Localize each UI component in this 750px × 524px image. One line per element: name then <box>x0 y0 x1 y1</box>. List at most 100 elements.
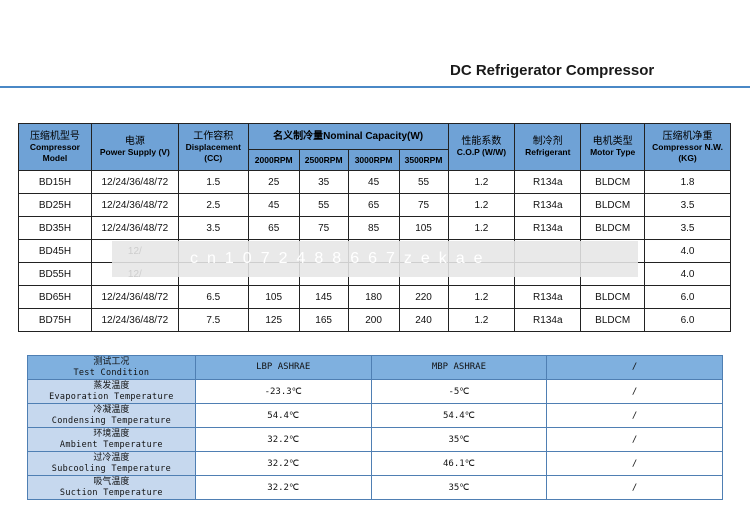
table-row: 冷凝温度 Condensing Temperature 54.4℃ 54.4℃ / <box>27 403 723 428</box>
cond-header-lbp: LBP ASHRAE <box>194 355 372 380</box>
col-rpm-2000: 2000RPM <box>247 149 300 171</box>
table-cell: 12/24/36/48/72 <box>90 308 179 332</box>
table-cell: BD75H <box>18 308 92 332</box>
table-row: 吸气温度 Suction Temperature 32.2℃ 35℃ / <box>27 475 723 500</box>
table-row: 过冷温度 Subcooling Temperature 32.2℃ 46.1℃ / <box>27 451 723 476</box>
table-cell: 1.2 <box>447 308 516 332</box>
table-cell: 75 <box>298 216 349 240</box>
table-cell: 1.2 <box>447 193 516 217</box>
table-cell: BLDCM <box>580 308 646 332</box>
condition-label: 冷凝温度 Condensing Temperature <box>27 403 196 428</box>
condition-label: 环境温度 Ambient Temperature <box>27 427 196 452</box>
col-cop: 性能系数 C.O.P (W/W) <box>447 123 516 171</box>
table-row: 环境温度 Ambient Temperature 32.2℃ 35℃ / <box>27 427 723 452</box>
table-cell: 1.2 <box>447 216 516 240</box>
table-cell: 4.0 <box>644 239 731 263</box>
table-cell: 6.0 <box>644 285 731 309</box>
table-row: BD35H 12/24/36/48/72 3.5 65 75 85 105 1.2 R134a B… <box>18 216 731 240</box>
condition-mbp-value: 35℃ <box>370 427 548 452</box>
table-cell: 55 <box>398 170 449 194</box>
condition-extra-value: / <box>546 427 723 452</box>
condition-lbp-value: 54.4℃ <box>194 403 372 428</box>
condition-lbp-value: 32.2℃ <box>194 451 372 476</box>
table-cell: 12/24/36/48/72 <box>90 193 179 217</box>
watermark-overlay: cn1072488667zekae <box>112 241 638 277</box>
table-cell: R134a <box>514 216 582 240</box>
condition-extra-value: / <box>546 475 723 500</box>
col-refrigerant: 制冷剂 Refrigerant <box>514 123 582 171</box>
col-rpm-2500: 2500RPM <box>298 149 349 171</box>
table-cell: 45 <box>347 170 400 194</box>
table-row: 蒸发温度 Evaporation Temperature -23.3℃ -5℃ / <box>27 379 723 404</box>
table-cell: BLDCM <box>580 170 646 194</box>
condition-label: 过冷温度 Subcooling Temperature <box>27 451 196 476</box>
col-capacity: 名义制冷量Nominal Capacity(W) <box>247 123 449 150</box>
table-cell: 12/24/36/48/72 <box>90 170 179 194</box>
col-rpm-3000: 3000RPM <box>347 149 400 171</box>
table-cell: 45 <box>247 193 300 217</box>
table-cell: BLDCM <box>580 216 646 240</box>
table-cell: 1.2 <box>447 285 516 309</box>
table-cell: R134a <box>514 170 582 194</box>
condition-lbp-value: -23.3℃ <box>194 379 372 404</box>
table-cell: 1.8 <box>644 170 731 194</box>
page-title: DC Refrigerator Compressor <box>450 62 655 79</box>
table-cell: 12/24/36/48/72 <box>90 285 179 309</box>
table-cell: 220 <box>398 285 449 309</box>
cond-header-label: 测试工况 Test Condition <box>27 355 196 380</box>
table-cell: BLDCM <box>580 285 646 309</box>
condition-mbp-value: 35℃ <box>370 475 548 500</box>
table-cell: 55 <box>298 193 349 217</box>
table-row: BD75H 12/24/36/48/72 7.5 125 165 200 240 1.2 R13… <box>18 308 731 332</box>
table-cell: BD55H <box>18 262 92 286</box>
table-cell: 12/24/36/48/72 <box>90 216 179 240</box>
table-cell: BD45H <box>18 239 92 263</box>
table-row: BD25H 12/24/36/48/72 2.5 45 55 65 75 1.2 R134a BL… <box>18 193 731 217</box>
table-cell: BD65H <box>18 285 92 309</box>
table-cell: 65 <box>347 193 400 217</box>
table-cell: 145 <box>298 285 349 309</box>
condition-extra-value: / <box>546 451 723 476</box>
table-cell: BD15H <box>18 170 92 194</box>
table-cell: 35 <box>298 170 349 194</box>
table-cell: 4.0 <box>644 262 731 286</box>
table-cell: 3.5 <box>644 216 731 240</box>
table-cell: 1.5 <box>177 170 249 194</box>
col-power: 电源 Power Supply (V) <box>90 123 179 171</box>
table-cell: 165 <box>298 308 349 332</box>
table-cell: R134a <box>514 308 582 332</box>
table-cell: BD35H <box>18 216 92 240</box>
table-cell: R134a <box>514 285 582 309</box>
table-cell: 7.5 <box>177 308 249 332</box>
table-cell: 6.5 <box>177 285 249 309</box>
condition-extra-value: / <box>546 403 723 428</box>
table-cell: 85 <box>347 216 400 240</box>
table-cell: 2.5 <box>177 193 249 217</box>
condition-lbp-value: 32.2℃ <box>194 475 372 500</box>
cond-header-extra: / <box>546 355 723 380</box>
table-cell: 3.5 <box>177 216 249 240</box>
table-cell: 180 <box>347 285 400 309</box>
table-cell: BD25H <box>18 193 92 217</box>
table-cell: 105 <box>247 285 300 309</box>
cond-header-mbp: MBP ASHRAE <box>370 355 548 380</box>
table-cell: 3.5 <box>644 193 731 217</box>
condition-mbp-value: 46.1℃ <box>370 451 548 476</box>
col-weight: 压缩机净重 Compressor N.W. (KG) <box>644 123 731 171</box>
condition-mbp-value: -5℃ <box>370 379 548 404</box>
condition-lbp-value: 32.2℃ <box>194 427 372 452</box>
table-cell: R134a <box>514 193 582 217</box>
col-displacement: 工作容积 Displacement (CC) <box>177 123 249 171</box>
table-row: BD65H 12/24/36/48/72 6.5 105 145 180 220 1.2 R13… <box>18 285 731 309</box>
spec-table: 压缩机型号 Compressor Model 电源 Power Supply (V)… <box>18 123 731 332</box>
table-cell: 200 <box>347 308 400 332</box>
table-cell: 65 <box>247 216 300 240</box>
table-cell: 125 <box>247 308 300 332</box>
table-cell: 6.0 <box>644 308 731 332</box>
test-condition-table: 测试工况 Test Condition LBP ASHRAE MBP ASHRAE… <box>27 355 723 500</box>
table-cell: 105 <box>398 216 449 240</box>
condition-label: 蒸发温度 Evaporation Temperature <box>27 379 196 404</box>
col-model: 压缩机型号 Compressor Model <box>18 123 92 171</box>
col-motor: 电机类型 Motor Type <box>580 123 646 171</box>
col-rpm-3500: 3500RPM <box>398 149 449 171</box>
